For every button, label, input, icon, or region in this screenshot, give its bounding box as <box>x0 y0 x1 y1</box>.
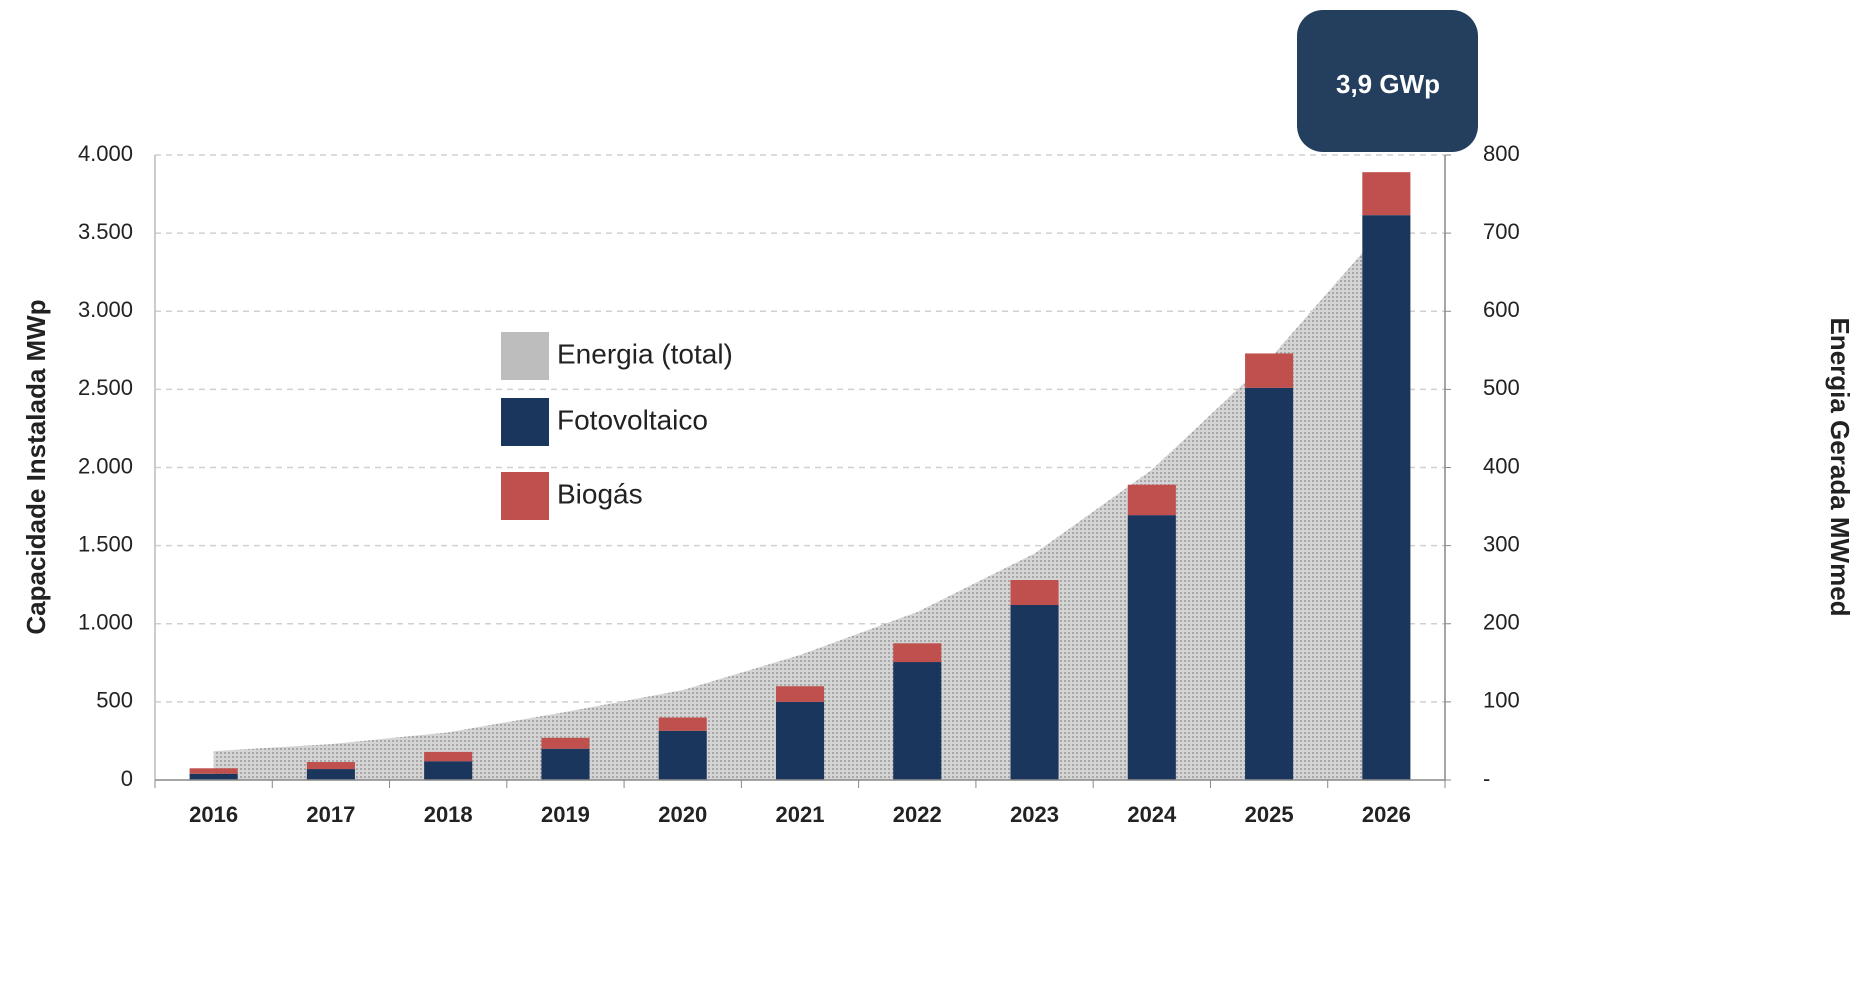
bar-segment <box>189 768 238 774</box>
x-tick-label: 2025 <box>1245 802 1294 827</box>
bar-segment <box>541 748 590 780</box>
bar-segment <box>1127 515 1176 780</box>
bar-segment <box>1127 484 1176 516</box>
x-tick-label: 2024 <box>1127 802 1177 827</box>
y2-axis-title: Energia Gerada MWmed <box>1825 317 1855 616</box>
y-tick-label: 3.000 <box>78 297 133 322</box>
bar-segment <box>424 761 473 780</box>
bar-segment <box>1245 387 1294 780</box>
y2-tick-label: 500 <box>1483 375 1520 400</box>
bar-segment <box>306 769 355 780</box>
legend-label: Fotovoltaico <box>557 404 708 435</box>
bar-segment <box>1010 605 1059 780</box>
x-tick-label: 2021 <box>776 802 825 827</box>
y-tick-label: 3.500 <box>78 219 133 244</box>
bar-segment <box>541 737 590 749</box>
y-tick-label: 1.500 <box>78 531 133 556</box>
x-tick-label: 2026 <box>1362 802 1411 827</box>
y2-tick-label: - <box>1483 766 1490 791</box>
annotation: 3,9 GWp <box>1336 69 1440 99</box>
x-tick-label: 2016 <box>189 802 238 827</box>
y-axis-title: Capacidade Instalada MWp <box>21 299 51 634</box>
legend-swatch <box>501 472 549 520</box>
bar-segment <box>1010 580 1059 605</box>
y-tick-label: 0 <box>121 766 133 791</box>
x-tick-label: 2017 <box>306 802 355 827</box>
x-tick-label: 2020 <box>658 802 707 827</box>
legend-swatch <box>501 332 549 380</box>
y-tick-label: 4.000 <box>78 141 133 166</box>
x-tick-label: 2018 <box>424 802 473 827</box>
bar-segment <box>424 751 473 762</box>
bar-segment <box>893 643 942 663</box>
x-tick-label: 2019 <box>541 802 590 827</box>
area <box>213 225 1387 780</box>
bar-segment <box>189 773 238 780</box>
y2-tick-label: 100 <box>1483 688 1520 713</box>
y-tick-label: 2.500 <box>78 375 133 400</box>
bar-segment <box>775 686 825 702</box>
bar-segment <box>306 762 355 770</box>
legend-label: Biogás <box>557 478 643 509</box>
bar-segment <box>1362 215 1411 780</box>
bar-segment <box>893 662 942 780</box>
y-tick-label: 1.000 <box>78 610 133 635</box>
y2-tick-label: 200 <box>1483 610 1520 635</box>
y2-tick-label: 400 <box>1483 453 1520 478</box>
bar-segment <box>775 701 825 780</box>
legend-label: Energia (total) <box>557 338 733 369</box>
bar-segment <box>658 730 707 780</box>
legend-swatch <box>501 398 549 446</box>
annotation-box <box>1297 10 1478 152</box>
bar-segment <box>658 717 707 731</box>
x-tick-label: 2022 <box>893 802 942 827</box>
x-tick-label: 2023 <box>1010 802 1059 827</box>
bar-segment <box>1362 172 1411 216</box>
bar-segment <box>1245 353 1294 388</box>
y2-tick-label: 700 <box>1483 219 1520 244</box>
y2-tick-label: 600 <box>1483 297 1520 322</box>
y2-tick-label: 300 <box>1483 531 1520 556</box>
y2-tick-label: 800 <box>1483 141 1520 166</box>
y-tick-label: 500 <box>96 688 133 713</box>
y-tick-label: 2.000 <box>78 453 133 478</box>
